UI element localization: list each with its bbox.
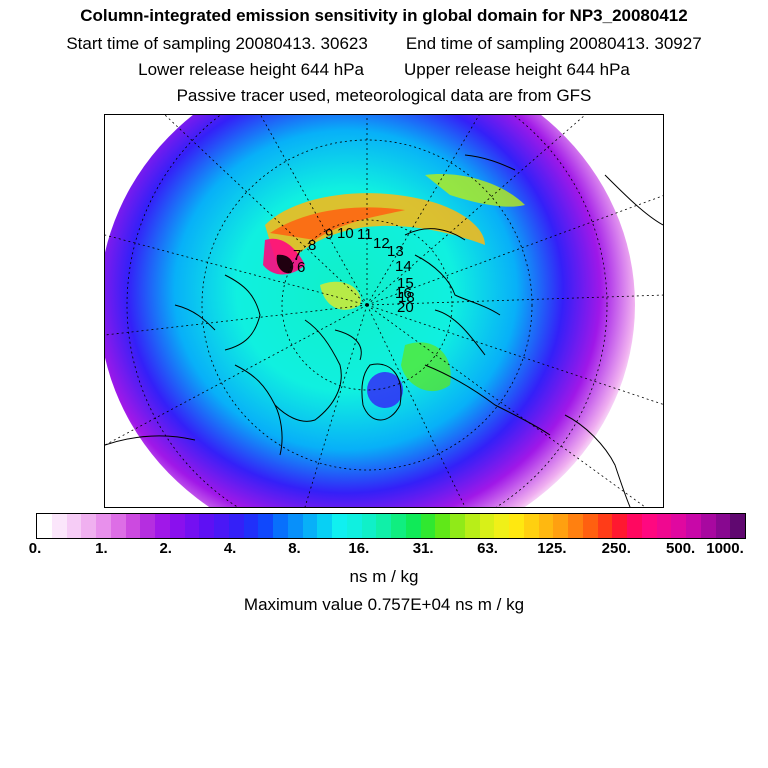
colorbar-cell: [627, 514, 642, 538]
maximum-value-label: Maximum value 0.757E+04 ns m / kg: [243, 595, 525, 614]
colorbar-cell: [155, 514, 170, 538]
emission-sensitivity-map: 6 7 8 9 10 11 12 13 14 15 16 18 20: [104, 114, 664, 508]
colorbar-cell: [686, 514, 701, 538]
lower-release-label: Lower release height 644 hPa: [138, 60, 364, 79]
colorbar-cell: [273, 514, 288, 538]
colorbar-cell: [199, 514, 214, 538]
tracer-info-line: Passive tracer used, meteorological data…: [176, 86, 592, 105]
colorbar-cell: [317, 514, 332, 538]
colorbar-cell: [287, 514, 303, 538]
colorbar-cell: [66, 514, 82, 538]
colorbar-cell: [169, 514, 185, 538]
coastlines: [105, 154, 663, 507]
colorbar-cell: [479, 514, 495, 538]
marker-9: 9: [325, 226, 333, 243]
colorbar-cell: [391, 514, 406, 538]
colorbar-cell: [376, 514, 391, 538]
marker-10: 10: [337, 225, 354, 242]
colorbar-cell: [450, 514, 465, 538]
colorbar-cell: [464, 514, 480, 538]
upper-release-label: Upper release height 644 hPa: [404, 60, 630, 79]
colorbar-tick-label: 16.: [348, 540, 370, 557]
colorbar-cell: [37, 514, 52, 538]
colorbar-cell: [715, 514, 731, 538]
colorbar-cell: [140, 514, 155, 538]
colorbar-cell: [361, 514, 377, 538]
marker-13: 13: [387, 243, 404, 260]
colorbar-cell: [582, 514, 598, 538]
marker-15: 15: [397, 275, 414, 292]
arctic-yellow-patch: [320, 281, 361, 310]
colorbar-tick-label: 250.: [601, 540, 631, 557]
marker-14: 14: [395, 258, 412, 275]
colorbar-cell: [435, 514, 450, 538]
colorbar-cell: [568, 514, 583, 538]
colorbar-cell: [523, 514, 539, 538]
colorbar-cell: [420, 514, 436, 538]
max-sensitivity-core: [276, 254, 294, 274]
meridians: [105, 115, 663, 507]
greenland-low-area: [367, 372, 403, 408]
map-title: Column-integrated emission sensitivity i…: [80, 6, 688, 25]
colorbar-cell: [332, 514, 347, 538]
marker-12: 12: [373, 235, 390, 252]
latitude-circles: [126, 115, 608, 507]
marker-11: 11: [357, 226, 373, 243]
colorbar-unit-label: ns m / kg: [349, 567, 419, 586]
colorbar-cell: [258, 514, 273, 538]
colorbar-cell: [302, 514, 318, 538]
atlantic-green-patch: [401, 342, 451, 392]
colorbar-cell: [700, 514, 716, 538]
colorbar-cell: [51, 514, 67, 538]
sampling-time-line: Start time of sampling 20080413. 30623 En…: [0, 34, 768, 54]
colorbar-tick-label: 1.: [95, 540, 108, 557]
colorbar-tick-label: 1000.: [706, 540, 744, 557]
colorbar-cell: [509, 514, 524, 538]
colorbar-cell: [184, 514, 200, 538]
polar-map-svg: 6 7 8 9 10 11 12 13 14 15 16 18 20: [105, 115, 663, 507]
colorbar-cell: [346, 514, 362, 538]
colorbar-cell: [538, 514, 554, 538]
colorbar-tick-label: 125.: [537, 540, 567, 557]
very-high-band: [270, 207, 405, 240]
end-time-label: End time of sampling 20080413. 30927: [405, 34, 702, 53]
colorbar-tick-labels: 0. 1. 2. 4. 8. 16. 31. 63. 125. 250. 500. 1000.: [0, 540, 768, 560]
colorbar-tick-label: 500.: [666, 540, 696, 557]
colorbar-cell: [125, 514, 141, 538]
colorbar-cell: [494, 514, 509, 538]
colorbar-cell: [96, 514, 111, 538]
colorbar-cell: [243, 514, 259, 538]
colorbar-cell: [671, 514, 686, 538]
marker-6: 6: [297, 259, 305, 276]
colorbar-tick-label: 0.: [28, 540, 42, 557]
colorbar-cell: [730, 514, 745, 538]
marker-7: 7: [293, 247, 301, 264]
colorbar-cell: [81, 514, 96, 538]
colorbar-cell: [110, 514, 126, 538]
colorbar-tick-label: 63.: [477, 540, 498, 557]
colorbar-cell: [553, 514, 568, 538]
colorbar-tick-label: 31.: [412, 540, 434, 557]
colorbar-tick-label: 2.: [159, 540, 172, 557]
colorbar-cell: [214, 514, 229, 538]
colorbar-tick-label: 8.: [288, 540, 301, 557]
marker-18: 18: [398, 289, 415, 306]
colorbar-cell: [405, 514, 421, 538]
colorbar-tick-label: 4.: [223, 540, 237, 557]
marker-20: 20: [397, 299, 414, 316]
trajectory-markers: 6 7 8 9 10 11 12 13 14 15 16 18 20: [293, 225, 415, 316]
marker-8: 8: [308, 237, 316, 254]
pacific-green-patch: [425, 174, 525, 207]
marker-16: 16: [395, 285, 412, 302]
colorbar-cell: [641, 514, 657, 538]
colorbar: [36, 513, 746, 539]
start-time-label: Start time of sampling 20080413. 30623: [66, 34, 368, 53]
colorbar-cell: [656, 514, 672, 538]
colorbar-cell: [228, 514, 244, 538]
colorbar-cell: [612, 514, 627, 538]
release-height-line: Lower release height 644 hPa Upper releas…: [0, 60, 768, 80]
colorbar-cell: [597, 514, 613, 538]
